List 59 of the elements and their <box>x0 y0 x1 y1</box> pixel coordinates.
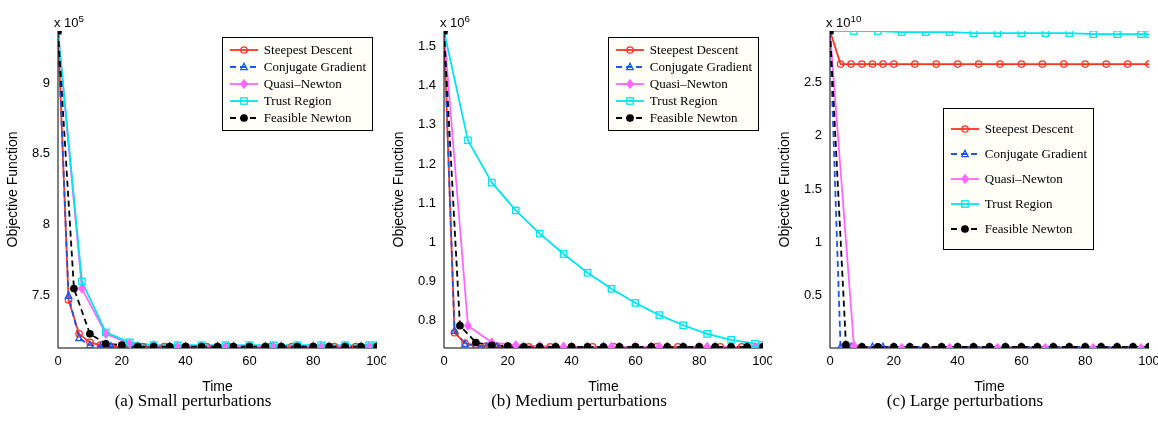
x-tick-label: 0 <box>826 353 834 369</box>
legend-label: Steepest Descent <box>649 42 739 58</box>
y-axis-title: Objective Function <box>3 131 20 248</box>
x-tick-label: 60 <box>1014 353 1029 369</box>
x-tick-label: 20 <box>886 353 902 369</box>
text: x 10$^{10}$ <box>826 12 862 30</box>
y-tick-label: 8 <box>42 216 50 232</box>
y-tick-label: 0.9 <box>417 273 436 289</box>
y-tick-label: 1.5 <box>417 38 436 54</box>
y-tick-label: 2.5 <box>803 73 822 89</box>
y-tick-label: 8.5 <box>31 145 50 161</box>
x-tick-label: 40 <box>564 353 579 369</box>
legend-label: Conjugate Gradient <box>984 146 1087 162</box>
x-tick-label: 20 <box>114 353 130 369</box>
y-tick-label: 1 <box>814 233 822 249</box>
x-tick-label: 20 <box>500 353 516 369</box>
legend-label: Feasible Newton <box>649 110 738 126</box>
x-tick-label: 80 <box>691 353 707 369</box>
x-tick-label: 60 <box>242 353 257 369</box>
legend-label: Conjugate Gradient <box>263 59 366 75</box>
y-tick-label: 1.4 <box>417 77 436 93</box>
y-tick-label: 0.8 <box>417 312 436 328</box>
x-tick-label: 0 <box>440 353 448 369</box>
y-tick-label: 0.5 <box>803 287 822 303</box>
x-tick-label: 40 <box>178 353 193 369</box>
x-tick-label: 80 <box>305 353 321 369</box>
y-tick-label: 1.3 <box>417 116 436 132</box>
legend-label: Quasi–Newton <box>649 76 728 92</box>
legend-label: Steepest Descent <box>263 42 353 58</box>
x-tick-label: 40 <box>950 353 965 369</box>
y-tick-label: 9 <box>42 74 50 90</box>
y-axis-title: Objective Function <box>389 131 406 248</box>
text: (b) Medium perturbations <box>490 391 668 411</box>
x-tick-label: 60 <box>628 353 643 369</box>
legend-label: Conjugate Gradient <box>649 59 752 75</box>
legend-label: Quasi–Newton <box>263 76 342 92</box>
x-tick-label: 80 <box>1077 353 1093 369</box>
x-axis-title: Time <box>588 378 620 394</box>
legend-label: Trust Region <box>263 93 332 109</box>
y-tick-label: 7.5 <box>31 286 50 302</box>
y-axis-title: Objective Function <box>775 131 792 248</box>
y-tick-label: 1.1 <box>417 194 436 210</box>
y-tick-label: 1.5 <box>803 180 822 196</box>
text: x 10$^{5}$ <box>54 12 85 30</box>
y-tick-label: 1 <box>428 234 436 250</box>
legend-label: Quasi–Newton <box>984 171 1063 187</box>
legend-label: Feasible Newton <box>263 110 352 126</box>
x-axis-title: Time <box>202 378 234 394</box>
y-tick-label: 1.2 <box>417 155 436 171</box>
x-tick-label: 0 <box>54 353 62 369</box>
legend-label: Feasible Newton <box>984 221 1073 237</box>
legend-label: Steepest Descent <box>984 121 1074 137</box>
legend-label: Trust Region <box>984 196 1053 212</box>
x-axis-title: Time <box>974 378 1006 394</box>
text: x 10$^{6}$ <box>440 12 471 30</box>
legend-label: Trust Region <box>649 93 718 109</box>
text: (a) Small perturbations <box>113 391 273 411</box>
text: (c) Large perturbations <box>885 391 1045 411</box>
y-tick-label: 2 <box>814 127 822 143</box>
